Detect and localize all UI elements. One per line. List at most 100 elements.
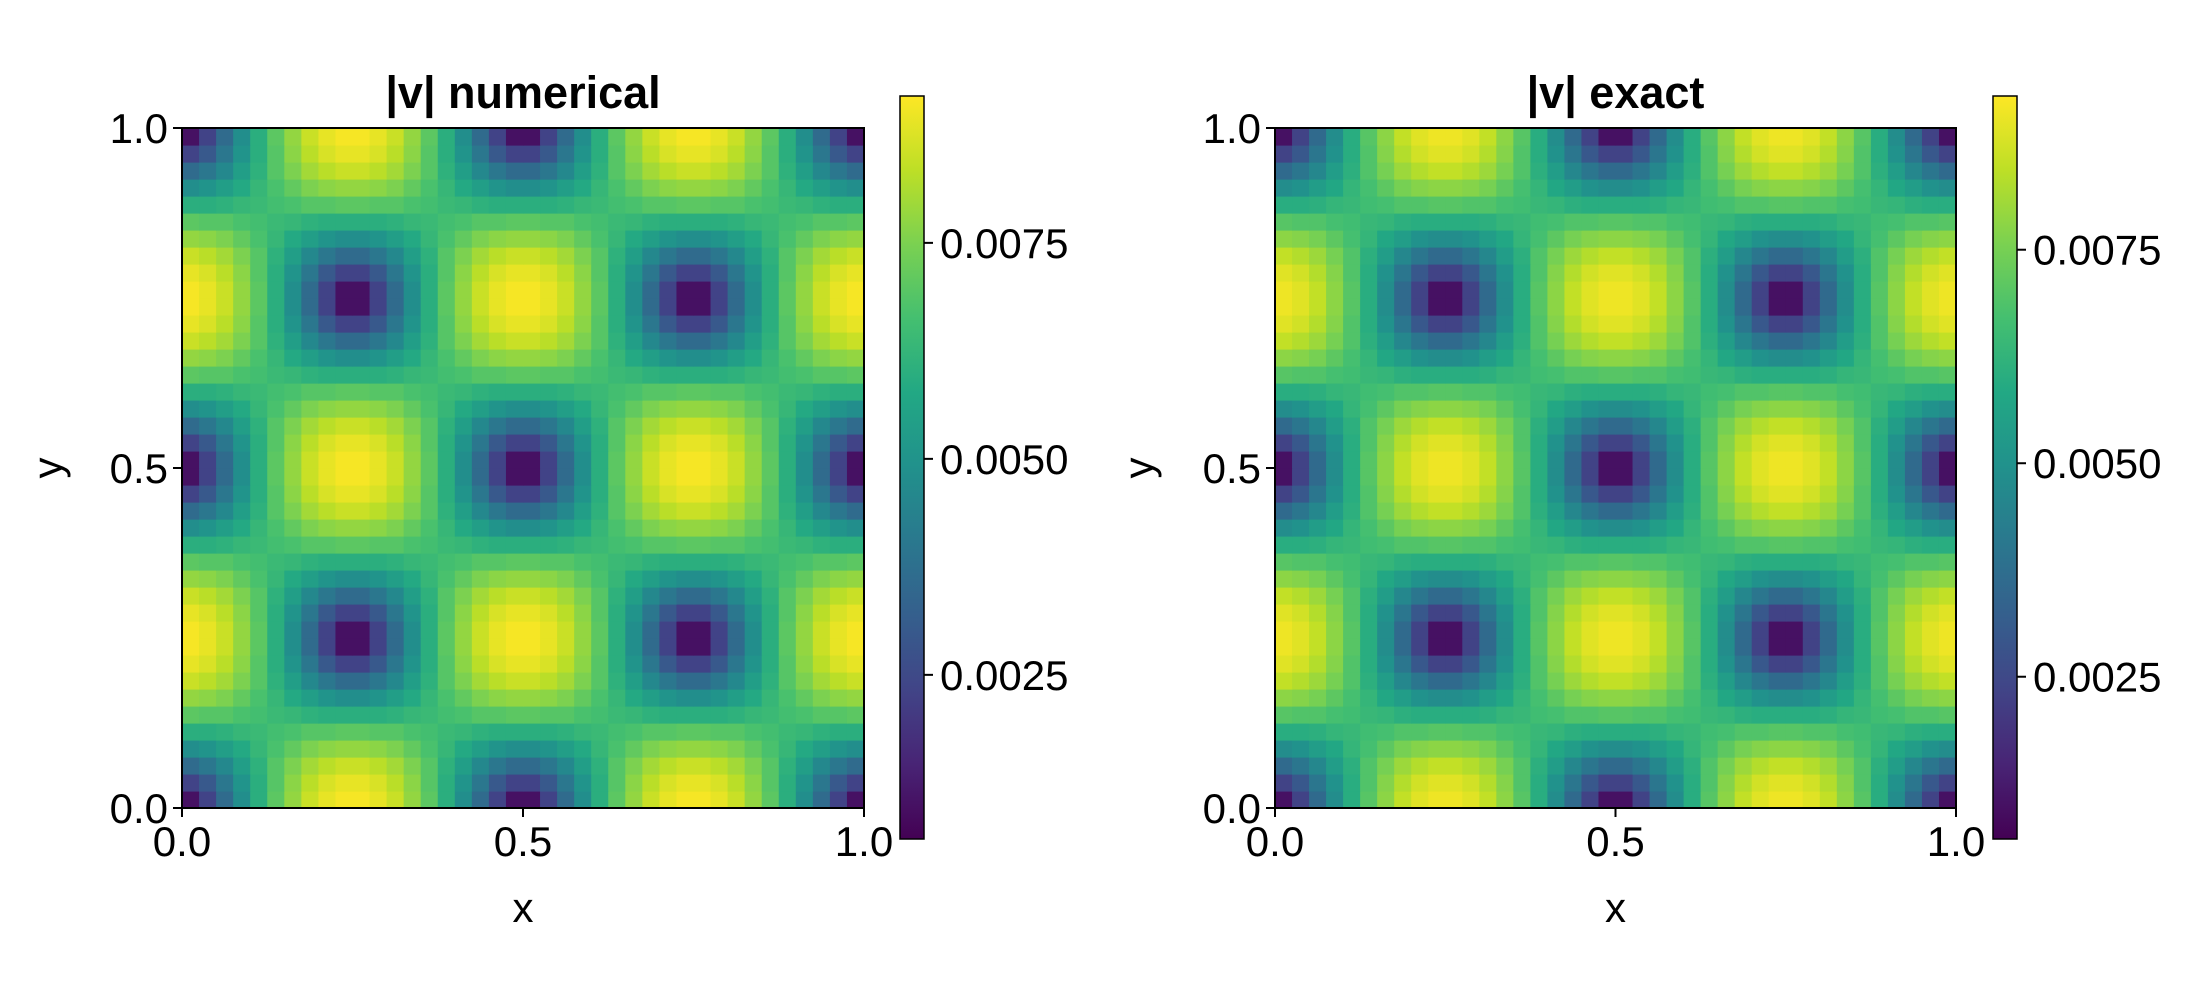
heatmap-cell	[505, 757, 524, 775]
heatmap-cell	[1649, 706, 1668, 724]
heatmap-cell	[574, 349, 592, 367]
heatmap-cell	[744, 468, 763, 486]
heatmap-cell	[1819, 213, 1838, 231]
heatmap-cell	[1394, 570, 1412, 588]
heatmap-cell	[1445, 230, 1463, 248]
heatmap-cell	[625, 689, 643, 707]
heatmap-cell	[1428, 434, 1446, 452]
heatmap-cell	[1887, 451, 1906, 469]
heatmap-cell	[1819, 179, 1838, 197]
heatmap-cell	[1785, 145, 1804, 163]
heatmap-cell	[642, 536, 660, 554]
heatmap-cell	[659, 162, 678, 180]
heatmap-cell	[182, 162, 200, 180]
heatmap-cell	[301, 349, 319, 367]
heatmap-cell	[1360, 570, 1378, 588]
heatmap-cell	[386, 213, 405, 231]
heatmap-cell	[744, 281, 763, 299]
heatmap-cell	[693, 179, 712, 197]
heatmap-cell	[1394, 621, 1412, 639]
heatmap-cell	[1292, 502, 1310, 520]
heatmap-cell	[1479, 587, 1497, 605]
heatmap-cell	[1445, 791, 1463, 809]
heatmap-cell	[1309, 434, 1327, 452]
heatmap-cell	[250, 264, 268, 282]
heatmap-cell	[1360, 638, 1378, 656]
heatmap-cell	[659, 179, 678, 197]
heatmap-cell	[1496, 757, 1514, 775]
heatmap-cell	[250, 570, 268, 588]
heatmap-cell	[1581, 689, 1600, 707]
heatmap-cell	[1802, 468, 1821, 486]
heatmap-cell	[182, 553, 200, 571]
heatmap-cell	[523, 451, 541, 469]
heatmap-cell	[608, 621, 626, 639]
heatmap-cell	[642, 281, 660, 299]
heatmap-cell	[1700, 315, 1719, 333]
heatmap-cell	[1768, 128, 1787, 146]
heatmap-cell	[488, 485, 507, 503]
heatmap-cell	[642, 740, 660, 758]
heatmap-cell	[1615, 655, 1634, 673]
heatmap-cell	[488, 587, 507, 605]
heatmap-cell	[761, 128, 780, 146]
heatmap-cell	[216, 638, 234, 656]
heatmap-cell	[1632, 179, 1651, 197]
heatmap-cell	[1683, 383, 1702, 401]
heatmap-cell	[1292, 179, 1310, 197]
heatmap-cell	[710, 264, 729, 282]
heatmap-cell	[182, 485, 200, 503]
heatmap-cell	[1836, 213, 1855, 231]
heatmap-cell	[1717, 298, 1736, 316]
heatmap-cell	[318, 723, 337, 741]
heatmap-cell	[778, 128, 797, 146]
heatmap-cell	[1938, 417, 1957, 435]
heatmap-cell	[267, 519, 285, 537]
heatmap-cell	[335, 587, 354, 605]
heatmap-cell	[437, 587, 456, 605]
heatmap-cell	[744, 519, 763, 537]
heatmap-cell	[795, 740, 814, 758]
heatmap-cell	[1275, 417, 1293, 435]
heatmap-cell	[1853, 366, 1872, 384]
heatmap-cell	[488, 281, 507, 299]
heatmap-cell	[523, 536, 541, 554]
heatmap-cell	[386, 179, 405, 197]
heatmap-cell	[778, 230, 797, 248]
x-tick-label: 0.5	[1586, 818, 1644, 865]
heatmap-cell	[846, 196, 865, 214]
heatmap-cell	[1547, 519, 1566, 537]
heatmap-cell	[182, 706, 200, 724]
heatmap-cell	[557, 383, 575, 401]
heatmap-cell	[1785, 349, 1804, 367]
heatmap-cell	[625, 230, 643, 248]
heatmap-cell	[352, 383, 371, 401]
heatmap-cell	[1598, 264, 1617, 282]
heatmap-cell	[1921, 264, 1940, 282]
heatmap-cell	[1700, 400, 1719, 418]
heatmap-cell	[1615, 706, 1634, 724]
heatmap-cell	[1513, 383, 1531, 401]
heatmap-cell	[1768, 298, 1787, 316]
heatmap-cell	[318, 502, 337, 520]
heatmap-cell	[1326, 179, 1344, 197]
heatmap-cell	[1343, 774, 1361, 792]
heatmap-cell	[1632, 621, 1651, 639]
heatmap-cell	[744, 740, 763, 758]
heatmap-cell	[1649, 638, 1668, 656]
heatmap-cell	[1700, 519, 1719, 537]
heatmap-cell	[1921, 196, 1940, 214]
heatmap-cell	[676, 315, 695, 333]
heatmap-cell	[1360, 672, 1378, 690]
heatmap-cell	[523, 281, 541, 299]
heatmap-cell	[727, 383, 746, 401]
heatmap-cell	[1836, 162, 1855, 180]
heatmap-cell	[1496, 621, 1514, 639]
heatmap-cell	[199, 485, 217, 503]
heatmap-cell	[335, 281, 354, 299]
heatmap-cell	[812, 332, 831, 350]
heatmap-cell	[1445, 196, 1463, 214]
heatmap-cell	[795, 468, 814, 486]
heatmap-cell	[1411, 162, 1429, 180]
heatmap-cell	[250, 740, 268, 758]
